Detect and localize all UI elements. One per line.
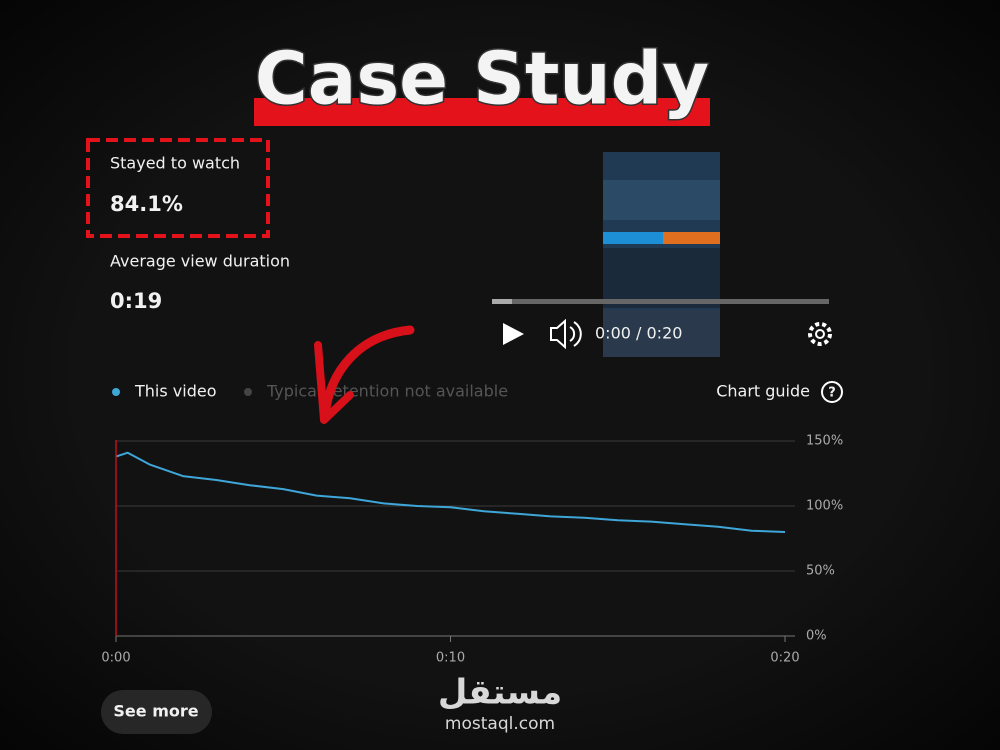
retention-line xyxy=(115,451,786,533)
stat-value: 84.1% xyxy=(110,192,183,216)
time-display: 0:00 / 0:20 xyxy=(595,324,682,343)
progress-track xyxy=(492,299,829,304)
legend-dot xyxy=(112,388,120,396)
annotation-arrowhead xyxy=(314,341,354,424)
x-tick-label: 0:20 xyxy=(770,651,799,666)
watermark-latin: mostaql.com xyxy=(445,714,555,734)
annotation-arrow xyxy=(320,325,415,420)
page-title: Case Study xyxy=(255,37,709,121)
legend-dot xyxy=(244,388,252,396)
video-thumbnail xyxy=(603,152,720,357)
y-tick-label: 50% xyxy=(806,564,835,579)
settings-button[interactable] xyxy=(808,322,832,346)
watermark-arabic: مستقل xyxy=(438,673,562,713)
x-tick-label: 0:10 xyxy=(436,651,465,666)
y-tick-label: 0% xyxy=(806,629,827,644)
see-more-button[interactable] xyxy=(101,690,212,734)
help-icon[interactable]: ? xyxy=(821,381,843,403)
stat-label: Stayed to watch xyxy=(110,154,240,173)
y-tick-label: 100% xyxy=(806,499,843,514)
highlight-box xyxy=(86,138,270,238)
progress-fill xyxy=(492,299,512,304)
stat-value: 0:19 xyxy=(110,289,162,313)
volume-button[interactable] xyxy=(550,318,582,350)
see-more-label[interactable]: See more xyxy=(113,702,198,721)
y-tick-label: 150% xyxy=(806,434,843,449)
play-button[interactable] xyxy=(503,323,524,345)
x-tick-label: 0:00 xyxy=(101,651,130,666)
chart-guide[interactable]: Chart guide xyxy=(716,382,810,401)
svg-text:?: ? xyxy=(828,386,836,401)
title-underline xyxy=(254,98,710,126)
legend-label[interactable]: This video xyxy=(134,382,216,401)
legend-note: Typical retention not available xyxy=(266,382,508,401)
stat-label: Average view duration xyxy=(110,252,290,271)
retention-chart: 0% 50% 100% 150% 0:00 0:10 0:20 xyxy=(101,434,843,666)
